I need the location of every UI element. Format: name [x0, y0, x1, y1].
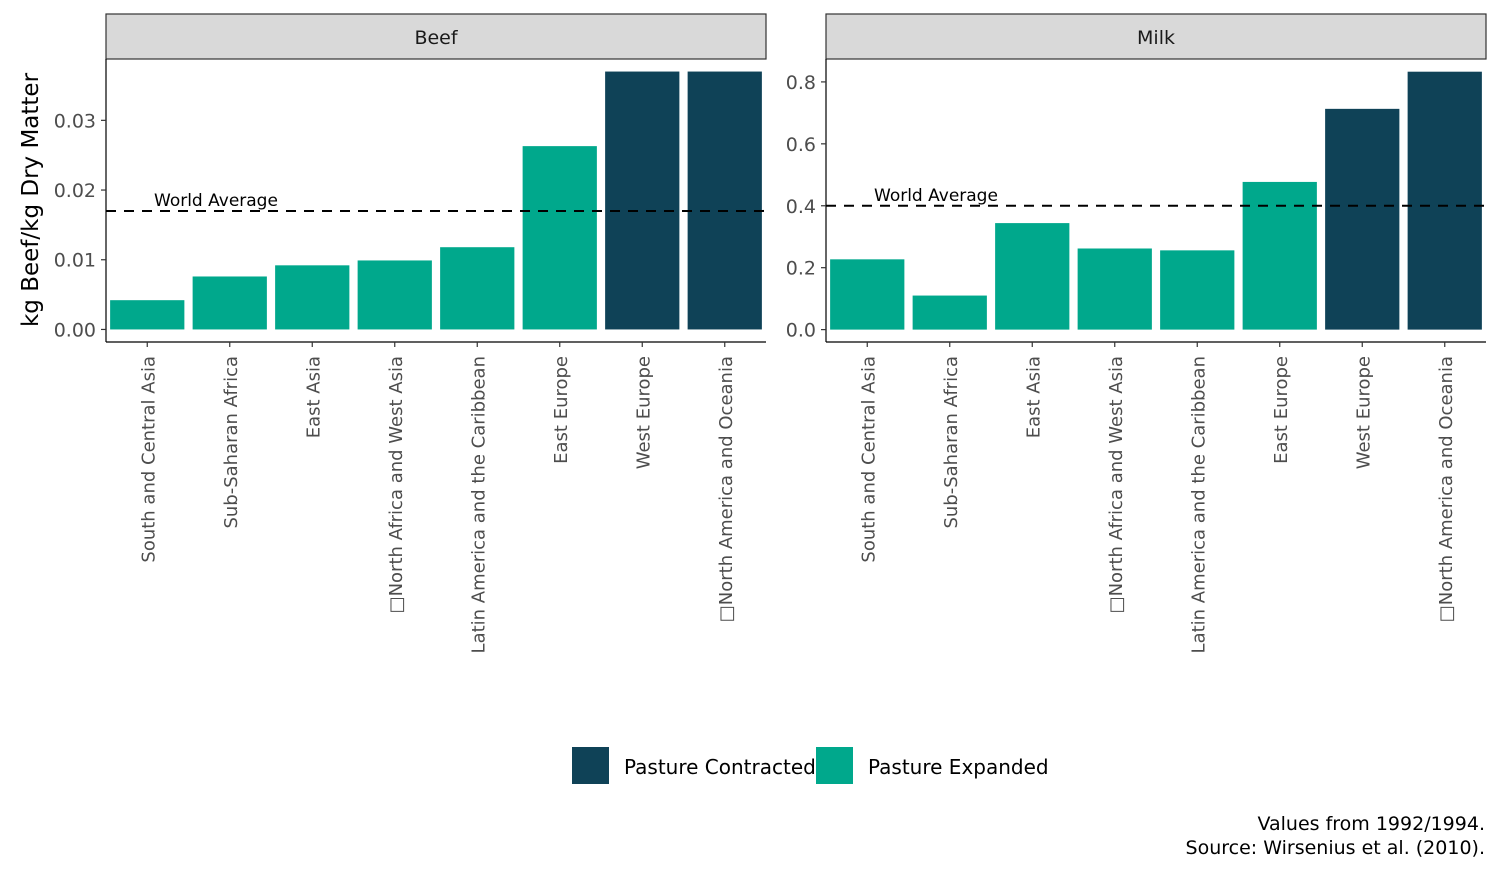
bar — [110, 300, 185, 330]
bar — [1242, 181, 1317, 330]
caption-line-2: Source: Wirsenius et al. (2010). — [1186, 837, 1485, 859]
bar — [1160, 250, 1235, 330]
x-tick-label: East Asia — [1023, 356, 1044, 438]
legend-swatch-expanded — [816, 747, 853, 784]
caption-line-1: Values from 1992/1994. — [1257, 813, 1485, 835]
legend-label-contracted: Pasture Contracted — [624, 755, 816, 779]
y-tick-label: 0.0 — [786, 320, 816, 342]
x-tick-label: South and Central Asia — [138, 356, 159, 563]
legend: Pasture Contracted Pasture Expanded — [572, 747, 1049, 784]
x-tick-label: West Europe — [1353, 356, 1374, 469]
bar — [440, 247, 515, 330]
x-tick-label: Sub-Saharan Africa — [221, 356, 242, 529]
world-average-label: World Average — [874, 186, 998, 206]
y-tick-label: 0.4 — [786, 196, 816, 218]
x-tick-label: □North Africa and West Asia — [386, 356, 407, 613]
x-tick-label: □North America and Oceania — [1436, 356, 1457, 622]
y-tick-label: 0.00 — [54, 319, 96, 341]
y-tick-label: 0.2 — [786, 258, 816, 280]
legend-label-expanded: Pasture Expanded — [868, 755, 1049, 779]
y-tick-label: 0.6 — [786, 134, 816, 156]
bar — [830, 259, 905, 330]
x-tick-label: Latin America and the Caribbean — [468, 356, 489, 653]
y-tick-label: 0.03 — [54, 110, 96, 132]
x-tick-label: West Europe — [633, 356, 654, 469]
world-average-label: World Average — [154, 191, 278, 211]
x-tick-label: East Asia — [303, 356, 324, 438]
x-tick-label: □North America and Oceania — [716, 356, 737, 622]
x-tick-label: Latin America and the Caribbean — [1188, 356, 1209, 653]
bar — [687, 71, 762, 330]
panel-beef: Beef World Average 0.00 0.01 0.02 0.03 South a… — [54, 13, 767, 653]
x-tick-label: Sub-Saharan Africa — [941, 356, 962, 529]
panel-title: Beef — [414, 27, 458, 49]
panel-strip — [825, 13, 1487, 60]
bar — [995, 223, 1070, 330]
panel-strip — [105, 13, 767, 60]
bar — [1407, 71, 1482, 330]
panel-title: Milk — [1137, 27, 1175, 49]
bar — [1325, 108, 1400, 330]
legend-swatch-contracted — [572, 747, 609, 784]
panel-milk: Milk World Average 0.0 0.2 0.4 0.6 0.8 South an… — [786, 13, 1487, 653]
x-tick-label: East Europe — [551, 356, 572, 464]
bar — [605, 71, 680, 330]
y-axis-label: kg Beef/kg Dry Matter — [18, 72, 44, 327]
x-tick-label: East Europe — [1271, 356, 1292, 464]
bar — [1077, 248, 1152, 330]
bar — [912, 295, 987, 330]
bar — [192, 276, 267, 330]
x-tick-label: □North Africa and West Asia — [1106, 356, 1127, 613]
y-tick-label: 0.01 — [54, 250, 96, 272]
bar — [522, 146, 597, 330]
bar — [275, 265, 350, 330]
bar — [357, 260, 432, 330]
y-tick-label: 0.02 — [54, 180, 96, 202]
y-tick-label: 0.8 — [786, 72, 816, 94]
x-tick-label: South and Central Asia — [858, 356, 879, 563]
